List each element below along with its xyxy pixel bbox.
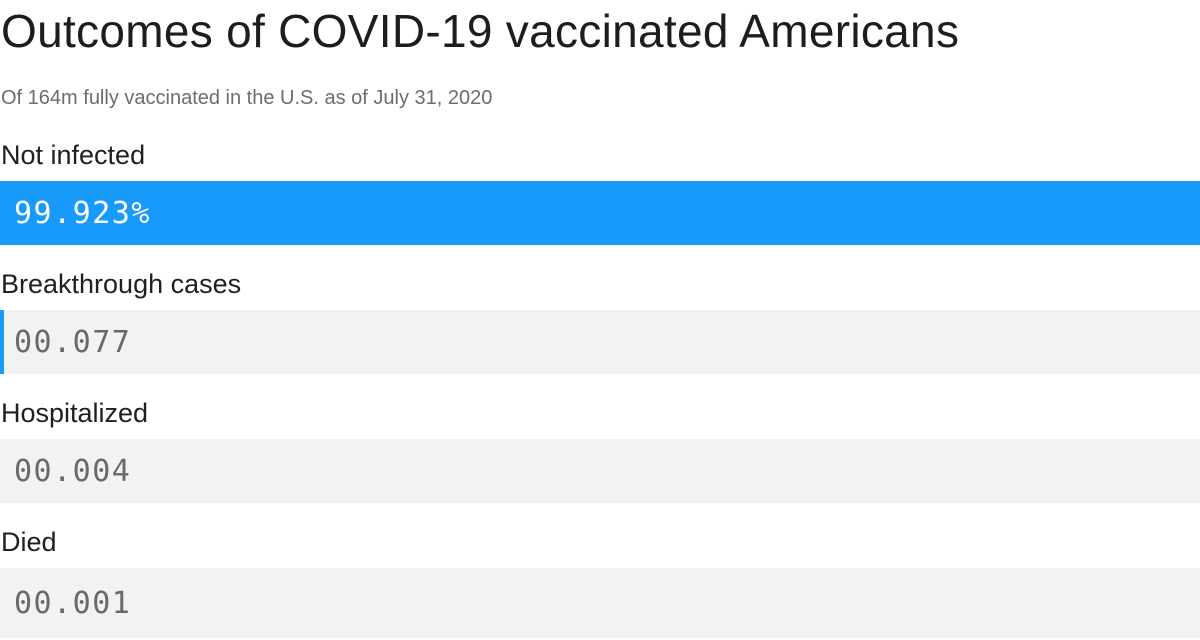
bar-value-died: 00.001 xyxy=(14,585,132,621)
bar-value-not-infected: 99.923% xyxy=(14,195,151,231)
bar-value-breakthrough-cases: 00.077 xyxy=(14,324,132,360)
bar-fill-tick xyxy=(0,310,4,374)
category-label-breakthrough-cases: Breakthrough cases xyxy=(1,269,242,299)
chart-title: Outcomes of COVID-19 vaccinated American… xyxy=(1,5,960,57)
chart-subtitle: Of 164m fully vaccinated in the U.S. as … xyxy=(1,87,493,109)
bar-breakthrough-cases: 00.077 xyxy=(0,310,1200,374)
category-label-died: Died xyxy=(1,527,57,557)
bar-hospitalized: 00.004 xyxy=(0,439,1200,503)
category-label-not-infected: Not infected xyxy=(1,140,146,170)
bar-value-hospitalized: 00.004 xyxy=(14,453,132,489)
category-label-hospitalized: Hospitalized xyxy=(1,398,149,428)
bar-not-infected: 99.923% xyxy=(0,181,1200,245)
bar-died: 00.001 xyxy=(0,568,1200,638)
